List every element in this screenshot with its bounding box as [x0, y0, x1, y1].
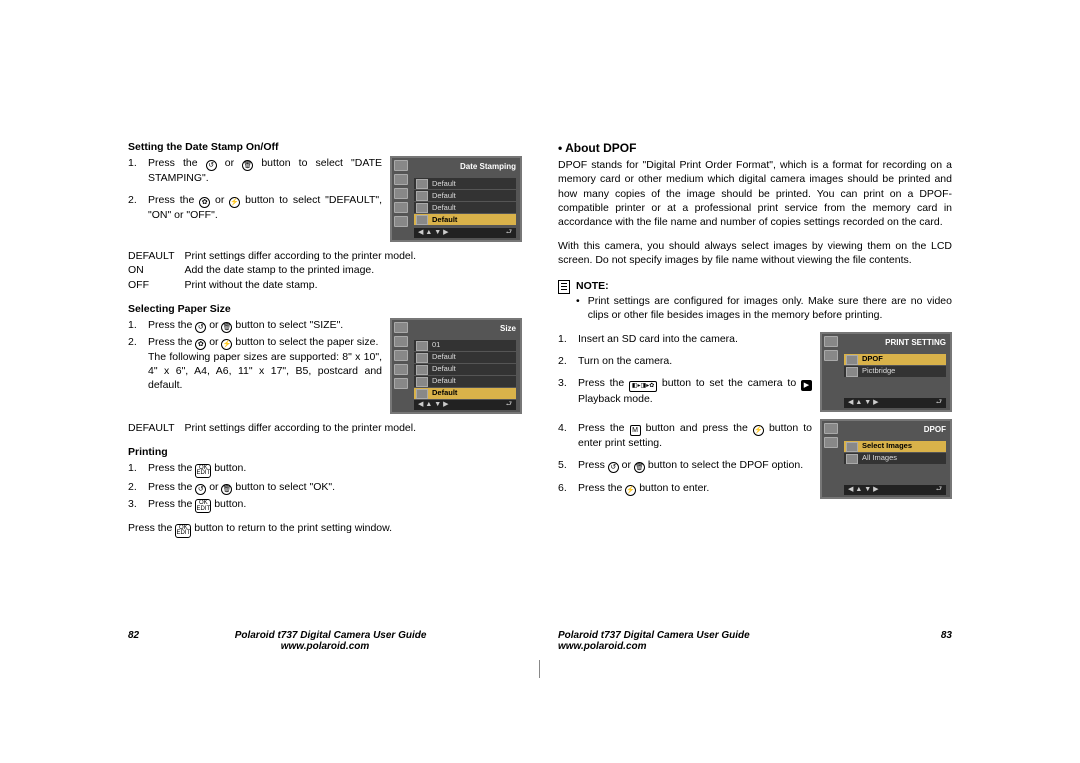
ok-edit-icon: OKEDIT [195, 499, 211, 513]
left-icon: ✿ [195, 339, 206, 350]
page-number: 83 [941, 630, 952, 641]
note-block: NOTE: •Print settings are configured for… [558, 279, 952, 322]
page-spread: Setting the Date Stamp On/Off Date Stamp… [128, 140, 952, 538]
right-icon: ⚡ [229, 197, 240, 208]
list-item: 5.Press ↺ or 🗑 button to select the DPOF… [558, 458, 812, 473]
footer-url: www.polaroid.com [558, 641, 952, 652]
heading-paper-size: Selecting Paper Size [128, 302, 522, 316]
page-right: About DPOF DPOF stands for "Digital Prin… [558, 140, 952, 538]
list-item: 1.Press the OKEDIT button. [128, 461, 522, 478]
mode-icon: ◧▸◨▸✿ [629, 381, 657, 392]
right-icon: ⚡ [625, 485, 636, 496]
page-divider [539, 660, 540, 678]
page-number: 82 [128, 630, 139, 641]
footer-url: www.polaroid.com [128, 641, 522, 652]
right-icon: ⚡ [753, 425, 764, 436]
page-left: Setting the Date Stamp On/Off Date Stamp… [128, 140, 522, 538]
down-icon: 🗑 [221, 322, 232, 333]
note-icon [558, 280, 570, 294]
paragraph: DPOF stands for "Digital Print Order For… [558, 158, 952, 229]
screenshot-print-setting: PRINT SETTING DPOF Pictbridge ◀ ▲ ▼ ▶⮐ [820, 332, 952, 412]
play-icon: ▶ [801, 380, 812, 391]
list-item: 1.Press the ↺ or 🗑 button to select "DAT… [128, 156, 382, 185]
list-item: 3.Press the OKEDIT button. [128, 497, 522, 514]
screenshot-date-stamping: Date Stamping Default Default Default De… [390, 156, 522, 242]
paragraph: Press the OKEDIT button to return to the… [128, 521, 522, 538]
footer: 82Polaroid t737 Digital Camera User Guid… [128, 630, 952, 652]
ok-edit-icon: OKEDIT [195, 464, 211, 478]
up-icon: ↺ [206, 160, 217, 171]
up-icon: ↺ [195, 484, 206, 495]
down-icon: 🗑 [634, 462, 645, 473]
list-item: 1.Insert an SD card into the camera. [558, 332, 812, 346]
ok-edit-icon: OKEDIT [175, 524, 191, 538]
menu-icon: M [630, 425, 641, 436]
list-item: 3.Press the ◧▸◨▸✿ button to set the came… [558, 376, 812, 406]
list-item: 2.Press the ✿ or ⚡ button to select "DEF… [128, 193, 382, 222]
list-item: 2.Press the ↺ or 🗑 button to select "OK"… [128, 480, 522, 495]
down-icon: 🗑 [242, 160, 253, 171]
list-item: 2.Turn on the camera. [558, 354, 812, 368]
list-item: 1.Press the ↺ or 🗑 button to select "SIZ… [128, 318, 382, 333]
right-icon: ⚡ [221, 339, 232, 350]
left-icon: ✿ [199, 197, 210, 208]
footer-guide: Polaroid t737 Digital Camera User Guide [139, 630, 522, 641]
up-icon: ↺ [195, 322, 206, 333]
up-icon: ↺ [608, 462, 619, 473]
screenshot-size: Size 01 Default Default Default Default … [390, 318, 522, 414]
list-item: 6.Press the ⚡ button to enter. [558, 481, 812, 496]
list-item: 2.Press the ✿ or ⚡ button to select the … [128, 335, 382, 393]
list-item: 4.Press the M button and press the ⚡ but… [558, 421, 812, 450]
heading-about-dpof: About DPOF [558, 140, 952, 156]
definition-list: DEFAULTPrint settings differ according t… [128, 249, 426, 292]
heading-date-stamp: Setting the Date Stamp On/Off [128, 140, 522, 154]
note-label: NOTE: [576, 280, 609, 292]
screenshot-dpof: DPOF Select Images All Images ◀ ▲ ▼ ▶⮐ [820, 419, 952, 499]
paragraph: With this camera, you should always sele… [558, 239, 952, 267]
definition-list: DEFAULTPrint settings differ according t… [128, 421, 426, 435]
footer-guide: Polaroid t737 Digital Camera User Guide [558, 630, 941, 641]
down-icon: 🗑 [221, 484, 232, 495]
heading-printing: Printing [128, 445, 522, 459]
